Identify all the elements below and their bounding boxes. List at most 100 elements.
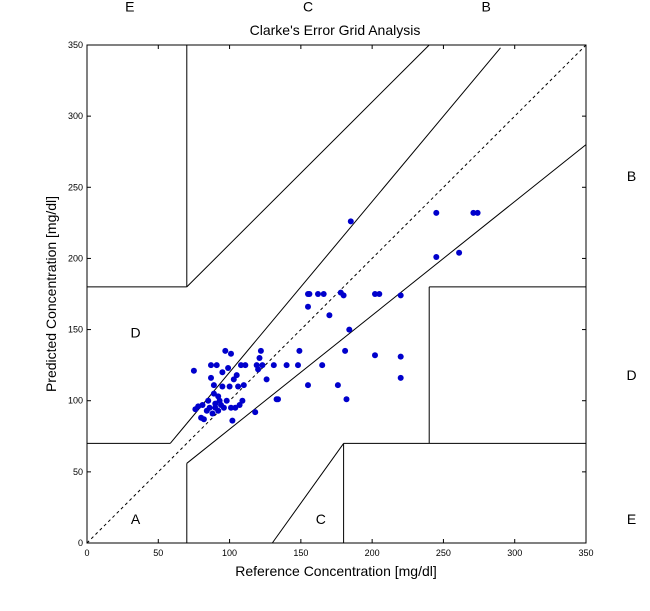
zone-label-c: C bbox=[303, 0, 313, 15]
zone-label-e: E bbox=[627, 511, 636, 527]
y-tick-label: 250 bbox=[68, 182, 83, 192]
data-point bbox=[319, 362, 326, 369]
data-point bbox=[229, 417, 236, 424]
data-point bbox=[283, 362, 290, 369]
chart-title: Clarke's Error Grid Analysis bbox=[250, 22, 421, 38]
data-point bbox=[219, 383, 226, 390]
y-tick-label: 50 bbox=[73, 467, 83, 477]
data-point bbox=[208, 362, 214, 369]
data-point bbox=[255, 366, 262, 373]
data-point bbox=[305, 382, 311, 389]
data-point bbox=[397, 292, 404, 299]
data-point bbox=[228, 350, 234, 357]
data-point bbox=[228, 404, 234, 411]
data-point bbox=[397, 374, 404, 381]
data-point bbox=[190, 367, 197, 374]
data-point bbox=[342, 347, 349, 354]
data-points bbox=[190, 209, 481, 424]
y-axis-title: Predicted Concentration [mg/dl] bbox=[43, 196, 59, 392]
data-point bbox=[213, 362, 220, 369]
data-point bbox=[208, 374, 214, 381]
data-point bbox=[230, 376, 237, 383]
x-tick-label: 0 bbox=[84, 548, 89, 558]
data-point bbox=[232, 404, 239, 411]
x-axis-ticks: 0 50 100 150 200 250 300 350 bbox=[84, 45, 594, 558]
data-point bbox=[257, 347, 264, 354]
zone-label-b: B bbox=[482, 0, 491, 15]
data-point bbox=[343, 396, 350, 403]
data-point bbox=[372, 352, 378, 359]
data-point bbox=[346, 326, 353, 333]
zone-boundary-8 bbox=[186, 44, 430, 288]
data-point bbox=[270, 362, 277, 369]
data-point bbox=[215, 407, 222, 414]
identity-diagonal-line bbox=[86, 44, 587, 544]
x-tick-label: 150 bbox=[293, 548, 308, 558]
zone-boundary-lines bbox=[86, 44, 587, 544]
zone-boundary-4 bbox=[169, 423, 188, 444]
data-point bbox=[296, 347, 303, 354]
data-point bbox=[252, 409, 259, 416]
data-point bbox=[205, 397, 212, 404]
x-tick-label: 100 bbox=[222, 548, 237, 558]
y-tick-label: 100 bbox=[68, 396, 83, 406]
data-point bbox=[236, 402, 243, 408]
y-tick-label: 300 bbox=[68, 111, 83, 121]
data-point bbox=[372, 291, 378, 297]
data-point bbox=[315, 291, 321, 297]
zone-label-c: C bbox=[316, 511, 326, 527]
data-point bbox=[222, 347, 229, 354]
data-point bbox=[239, 397, 246, 404]
data-point bbox=[238, 362, 244, 369]
zone-label-a: A bbox=[131, 511, 141, 527]
data-point bbox=[433, 209, 440, 216]
y-tick-label: 0 bbox=[78, 538, 83, 548]
data-point bbox=[210, 390, 217, 397]
zone-label-d: D bbox=[627, 367, 637, 383]
data-point bbox=[305, 303, 311, 310]
data-point bbox=[209, 410, 216, 417]
data-point bbox=[242, 362, 249, 369]
data-point bbox=[226, 383, 233, 390]
data-point bbox=[474, 209, 481, 216]
zone-label-b: B bbox=[627, 168, 636, 184]
data-point bbox=[347, 218, 354, 225]
data-point bbox=[199, 402, 206, 408]
data-point bbox=[220, 404, 227, 411]
data-point bbox=[206, 404, 213, 411]
data-point bbox=[200, 416, 207, 423]
data-point bbox=[433, 254, 440, 260]
y-tick-label: 200 bbox=[68, 253, 83, 263]
data-point bbox=[470, 209, 477, 216]
zone-labels: E C B B D D A C E bbox=[125, 0, 637, 527]
x-tick-label: 350 bbox=[578, 548, 593, 558]
data-point bbox=[397, 353, 404, 360]
y-axis-ticks: 0 50 100 150 200 250 300 350 bbox=[68, 40, 586, 548]
zone-boundary-2 bbox=[186, 144, 587, 464]
data-point bbox=[306, 291, 313, 297]
data-point bbox=[233, 372, 240, 379]
data-point bbox=[210, 382, 217, 389]
data-point bbox=[320, 291, 327, 297]
data-point bbox=[376, 291, 383, 297]
data-point bbox=[212, 400, 219, 407]
x-tick-label: 200 bbox=[365, 548, 380, 558]
data-point bbox=[225, 365, 232, 371]
zone-boundary-9 bbox=[271, 443, 345, 544]
data-point bbox=[326, 312, 333, 319]
data-point bbox=[223, 397, 230, 404]
x-tick-label: 300 bbox=[507, 548, 522, 558]
data-point bbox=[256, 355, 263, 361]
data-point bbox=[240, 382, 247, 389]
y-tick-label: 150 bbox=[68, 325, 83, 335]
x-tick-label: 250 bbox=[436, 548, 451, 558]
zone-label-e: E bbox=[125, 0, 134, 15]
data-point bbox=[275, 396, 281, 403]
data-point bbox=[259, 362, 266, 369]
data-point bbox=[340, 292, 347, 299]
x-axis-title: Reference Concentration [mg/dl] bbox=[235, 563, 437, 579]
data-point bbox=[334, 382, 341, 389]
zone-label-d: D bbox=[130, 324, 140, 340]
data-point bbox=[456, 249, 463, 256]
